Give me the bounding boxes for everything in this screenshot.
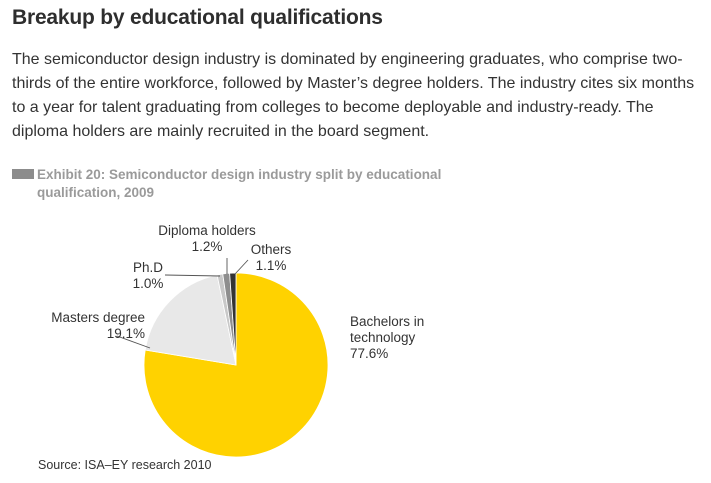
pie-slices — [143, 272, 329, 458]
slice-label-0: Bachelors in technology 77.6% — [350, 314, 424, 361]
body-paragraph: The semiconductor design industry is dom… — [12, 51, 695, 140]
page-title: Breakup by educational qualifications — [12, 6, 383, 29]
pie-slice-1 — [144, 274, 237, 366]
leader-line-1 — [116, 335, 151, 349]
exhibit-caption-line2: qualification, 2009 — [37, 185, 155, 200]
slice-label-line-2: Ph.D — [133, 260, 163, 275]
exhibit-caption-line1: Exhibit 20: Semiconductor design industr… — [37, 167, 442, 182]
pie-leader-lines — [116, 258, 249, 349]
slice-value-2: 1.0% — [133, 276, 164, 291]
pie-labels: Bachelors in technology 77.6% Masters degre… — [51, 223, 424, 361]
slice-value-4: 1.1% — [256, 258, 287, 273]
slice-value-0: 77.6% — [350, 346, 388, 361]
pie-slice-0 — [143, 272, 329, 458]
slice-label-3: Diploma holders 1.2% — [158, 223, 256, 254]
source-note: Source: ISA–EY research 2010 — [38, 458, 212, 472]
slice-value-1: 19.1% — [107, 326, 145, 341]
slice-label-4: Others 1.1% — [251, 242, 292, 273]
leader-line-2 — [164, 274, 221, 277]
slice-value-3: 1.2% — [192, 239, 223, 254]
slice-label-2: Ph.D 1.0% — [133, 260, 164, 291]
slice-label-1: Masters degree 19.1% — [51, 310, 145, 341]
exhibit-caption: Exhibit 20: Semiconductor design industr… — [12, 166, 532, 202]
slice-label-line-4: Others — [251, 242, 292, 257]
slice-label-line-3: Diploma holders — [158, 223, 256, 238]
exhibit-marker — [12, 169, 34, 179]
leader-line-4 — [234, 259, 249, 275]
slice-label-line-1: Masters degree — [51, 310, 145, 325]
slice-label-line-0: Bachelors in — [350, 314, 424, 329]
slice-label-line-0: technology — [350, 330, 416, 345]
